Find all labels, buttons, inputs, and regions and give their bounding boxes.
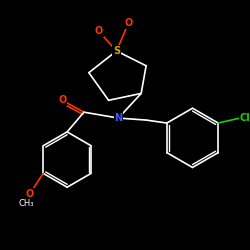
Text: O: O (26, 189, 34, 199)
Text: Cl: Cl (240, 113, 250, 123)
Text: N: N (114, 113, 122, 123)
Text: O: O (124, 18, 132, 28)
Text: S: S (113, 46, 120, 56)
Text: O: O (58, 95, 66, 105)
Text: CH₃: CH₃ (19, 200, 34, 208)
Text: O: O (94, 26, 103, 36)
